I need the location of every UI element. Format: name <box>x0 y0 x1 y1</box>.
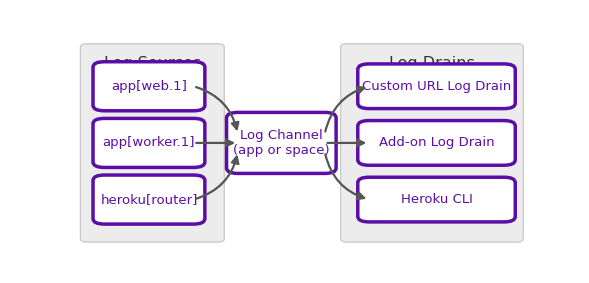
Text: Add-on Log Drain: Add-on Log Drain <box>379 136 494 149</box>
FancyBboxPatch shape <box>340 44 523 242</box>
Text: app[web.1]: app[web.1] <box>111 80 187 93</box>
FancyBboxPatch shape <box>81 44 224 242</box>
Text: Custom URL Log Drain: Custom URL Log Drain <box>362 80 511 93</box>
FancyBboxPatch shape <box>358 177 515 222</box>
Text: app[worker.1]: app[worker.1] <box>102 136 195 149</box>
Text: heroku[router]: heroku[router] <box>100 193 198 206</box>
FancyBboxPatch shape <box>227 112 336 173</box>
FancyBboxPatch shape <box>93 175 205 224</box>
FancyBboxPatch shape <box>93 118 205 168</box>
Text: Heroku CLI: Heroku CLI <box>401 193 472 206</box>
Text: Log Drains: Log Drains <box>389 56 475 71</box>
Text: Log Sources: Log Sources <box>104 56 201 71</box>
FancyBboxPatch shape <box>358 64 515 109</box>
Text: Log Channel
(app or space): Log Channel (app or space) <box>233 129 330 157</box>
FancyBboxPatch shape <box>93 62 205 111</box>
FancyBboxPatch shape <box>358 121 515 165</box>
